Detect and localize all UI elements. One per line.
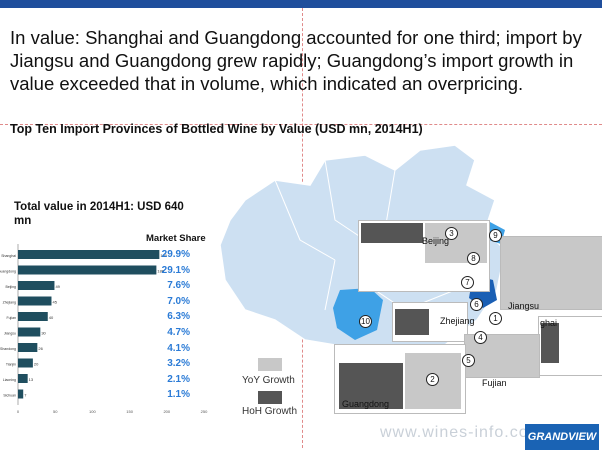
legend-hoh-swatch [258, 391, 282, 404]
marker-7: 7 [461, 276, 474, 289]
bar-value-label: 13 [29, 377, 34, 382]
chart-subtitle: Top Ten Import Provinces of Bottled Wine… [10, 122, 423, 136]
bar-value-label: 190 [160, 253, 167, 258]
marker-3: 3 [445, 227, 458, 240]
callout-zhejiang [392, 302, 468, 342]
guide-line-horizontal [0, 124, 602, 125]
market-share-value: 7.0% [167, 295, 190, 307]
category-label: Fujian [6, 316, 16, 320]
market-share-value: 29.9% [161, 249, 190, 260]
marker-10: 10 [359, 315, 372, 328]
bar [18, 327, 41, 337]
bar [18, 265, 157, 275]
legend-yoy-swatch [258, 358, 282, 371]
top-accent-bar [0, 0, 602, 8]
market-share-value: 3.2% [167, 358, 190, 370]
bar [18, 312, 48, 321]
bar [18, 281, 55, 290]
label-shanghai: ghai [540, 318, 558, 328]
marker-6: 6 [470, 298, 483, 311]
x-tick-label: 250 [201, 409, 208, 414]
category-label: Zhejiang [3, 301, 16, 305]
market-share-value: 6.3% [167, 311, 190, 323]
bar-value-label: 49 [55, 284, 60, 289]
bar-value-label: 20 [34, 362, 39, 367]
bar-value-label: 45 [52, 300, 57, 305]
bar-chart: Shanghai 190 Guangdong 186 Beijing 49 Zhejiang… [0, 244, 208, 414]
bar [18, 358, 33, 368]
category-label: Shandong [0, 347, 16, 351]
callout-shanghai-bar [541, 323, 559, 363]
grandview-logo: GRANDVIEW [525, 424, 599, 450]
category-label: Guangdong [0, 270, 16, 274]
marker-2: 2 [426, 373, 439, 386]
market-share-value: 29.1% [161, 264, 190, 276]
bar-value-label: 186 [157, 269, 164, 274]
bar-value-label: 26 [38, 346, 43, 351]
x-tick-label: 50 [53, 409, 58, 414]
watermark: www.wines-info.com [380, 424, 543, 441]
callout-guangdong-bar-hoh [339, 363, 403, 409]
market-share-value: 4.1% [167, 342, 190, 354]
bar [18, 389, 24, 399]
market-share-value: 4.7% [167, 327, 190, 338]
bar [18, 343, 38, 352]
marker-8: 8 [467, 252, 480, 265]
label-fujian: Fujian [482, 378, 507, 388]
label-beijing: Beijing [422, 236, 450, 246]
map-sichuan-highlight [333, 288, 383, 340]
bar-value-label: 30 [41, 331, 46, 336]
legend-hoh-label: HoH Growth [242, 406, 298, 417]
callout-beijing-bar-hoh [361, 223, 423, 243]
market-share-value: 1.1% [167, 389, 190, 401]
x-tick-label: 200 [163, 409, 170, 414]
category-label: Beijing [5, 285, 16, 289]
category-label: Liaoning [3, 378, 16, 382]
callout-zhejiang-bar [395, 309, 429, 335]
marker-5: 5 [462, 354, 475, 367]
market-share-value: 7.6% [167, 280, 190, 292]
label-zhejiang: Zhejiang [440, 316, 475, 326]
market-share-value: 2.1% [167, 373, 190, 385]
x-tick-label: 150 [126, 409, 133, 414]
marker-1: 1 [489, 312, 502, 325]
market-share-header: Market Share [146, 233, 206, 244]
x-tick-label: 100 [89, 409, 96, 414]
marker-9: 9 [489, 229, 502, 242]
x-tick-label: 0 [17, 409, 20, 414]
label-guangdong: Guangdong [342, 399, 390, 409]
category-label: Shanghai [1, 254, 16, 258]
callout-guangdong [334, 344, 466, 414]
label-jiangsu: Jiangsu [508, 301, 540, 311]
bar-value-label: 7 [24, 393, 27, 398]
marker-4: 4 [474, 331, 487, 344]
bar [18, 374, 28, 383]
callout-jiangsu [500, 236, 602, 310]
category-label: Sichuan [3, 394, 16, 398]
bar [18, 250, 160, 259]
category-label: Tianjin [6, 363, 16, 367]
slide-headline: In value: Shanghai and Guangdong account… [10, 27, 582, 94]
bar [18, 296, 52, 306]
total-value-label: Total value in 2014H1: USD 640 mn [14, 201, 184, 227]
bar-value-label: 40 [49, 315, 54, 320]
category-label: Jiangsu [4, 332, 16, 336]
legend-yoy-label: YoY Growth [242, 375, 295, 386]
